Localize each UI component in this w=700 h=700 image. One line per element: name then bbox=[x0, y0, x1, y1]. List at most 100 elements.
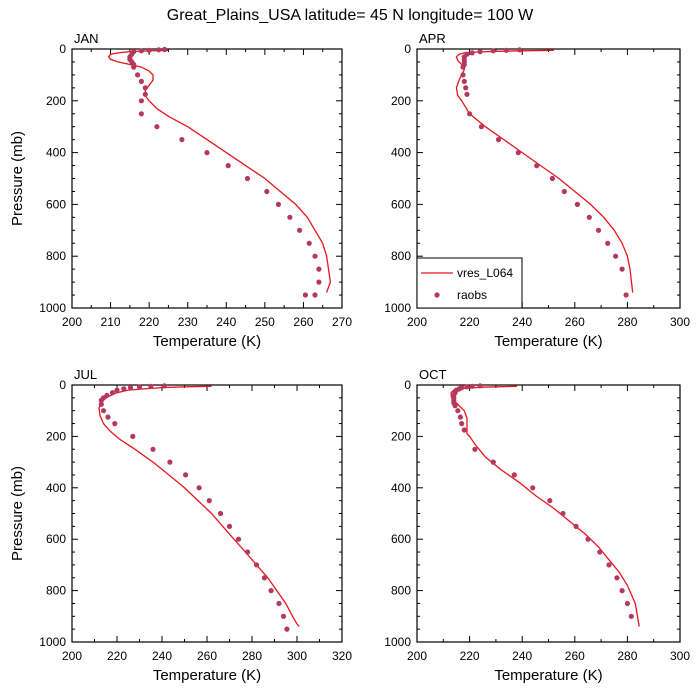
obs-point bbox=[264, 188, 270, 195]
obs-point bbox=[225, 163, 231, 169]
y-tick-label: 200 bbox=[46, 429, 66, 443]
obs-point bbox=[461, 427, 467, 433]
x-tick-label: 300 bbox=[670, 315, 690, 329]
x-axis-label: Temperature (K) bbox=[153, 333, 261, 350]
obs-point bbox=[280, 613, 287, 619]
model-profile-line bbox=[107, 49, 332, 293]
x-tick-label: 220 bbox=[460, 315, 480, 329]
obs-point bbox=[457, 414, 463, 420]
obs-point bbox=[452, 403, 458, 409]
x-tick-label: 260 bbox=[565, 649, 585, 663]
x-tick-label: 200 bbox=[62, 315, 82, 329]
obs-point bbox=[150, 446, 156, 452]
obs-point bbox=[275, 201, 281, 207]
x-tick-label: 230 bbox=[178, 315, 198, 329]
obs-point bbox=[619, 266, 625, 272]
y-tick-label: 200 bbox=[46, 94, 66, 108]
obs-point bbox=[628, 613, 634, 619]
obs-point bbox=[284, 626, 290, 632]
obs-point bbox=[167, 459, 173, 465]
obs-point bbox=[619, 588, 625, 594]
obs-point bbox=[268, 588, 274, 594]
obs-point bbox=[109, 390, 116, 396]
obs-point bbox=[469, 50, 475, 56]
obs-point bbox=[467, 111, 473, 117]
figure-title: Great_Plains_USA latitude= 45 N longitud… bbox=[167, 7, 534, 24]
x-tick-label: 220 bbox=[139, 315, 159, 329]
y-axis-label: Pressure (mb) bbox=[9, 131, 26, 226]
obs-point bbox=[98, 397, 104, 403]
obs-point bbox=[459, 421, 465, 427]
x-tick-label: 200 bbox=[407, 649, 427, 663]
x-tick-label: 240 bbox=[216, 315, 236, 329]
x-tick-label: 280 bbox=[617, 649, 637, 663]
panel-label: JUL bbox=[74, 367, 97, 382]
obs-point bbox=[503, 47, 509, 53]
obs-point bbox=[549, 175, 556, 182]
y-tick-label: 0 bbox=[404, 378, 411, 392]
obs-point bbox=[573, 523, 579, 530]
obs-point bbox=[142, 85, 148, 91]
obs-point bbox=[595, 227, 602, 233]
obs-point bbox=[472, 446, 478, 452]
x-tick-label: 240 bbox=[152, 649, 172, 663]
y-tick-label: 0 bbox=[59, 42, 66, 56]
x-tick-label: 270 bbox=[332, 315, 352, 329]
obs-point bbox=[574, 201, 581, 207]
panels: 200 210 220 230 240 250 260 270 0 200 400 600 800 100… bbox=[9, 31, 690, 684]
panel-label: OCT bbox=[419, 367, 447, 382]
obs-point bbox=[148, 383, 154, 389]
plot-frame bbox=[71, 48, 343, 309]
legend-box bbox=[416, 257, 523, 309]
obs-point bbox=[547, 498, 553, 504]
y-axis-label: Pressure (mb) bbox=[9, 466, 26, 561]
obs-point bbox=[138, 48, 144, 54]
obs-point bbox=[217, 510, 224, 517]
obs-point bbox=[490, 48, 496, 54]
obs-point bbox=[235, 536, 242, 542]
x-tick-label: 260 bbox=[565, 315, 585, 329]
obs-point bbox=[560, 510, 566, 517]
y-tick-label: 1000 bbox=[39, 635, 66, 649]
obs-point bbox=[261, 575, 267, 581]
obs-point bbox=[131, 64, 137, 70]
obs-point bbox=[312, 253, 318, 259]
obs-point bbox=[624, 600, 631, 607]
obs-point bbox=[179, 137, 185, 143]
obs-point bbox=[98, 401, 104, 407]
obs-point bbox=[206, 498, 212, 504]
obs-point bbox=[586, 214, 592, 220]
obs-point bbox=[517, 47, 523, 53]
x-tick-label: 320 bbox=[332, 649, 352, 663]
obs-point bbox=[606, 562, 612, 568]
x-tick-label: 300 bbox=[670, 649, 690, 663]
model-profile-line bbox=[98, 385, 300, 628]
obs-point bbox=[623, 292, 629, 298]
x-tick-label: 250 bbox=[255, 315, 275, 329]
x-tick-label: 200 bbox=[407, 315, 427, 329]
obs-point bbox=[287, 214, 293, 220]
obs-point bbox=[302, 292, 308, 298]
y-tick-label: 0 bbox=[59, 378, 66, 392]
obs-point bbox=[127, 385, 134, 391]
y-tick-label: 400 bbox=[46, 481, 66, 495]
obs-point bbox=[585, 536, 591, 542]
obs-point bbox=[312, 292, 318, 298]
obs-point bbox=[114, 387, 120, 393]
y-tick-label: 800 bbox=[391, 249, 411, 263]
y-tick-label: 1000 bbox=[384, 635, 411, 649]
obs-point bbox=[613, 253, 619, 259]
obs-point bbox=[142, 91, 148, 97]
legend-label-obs: raobs bbox=[457, 288, 487, 302]
legend-label-model: vres_L064 bbox=[457, 266, 513, 280]
panel-jul: 200 220 240 260 280 300 320 0 200 400 600 800 1000 JU… bbox=[9, 367, 352, 684]
x-tick-label: 280 bbox=[242, 649, 262, 663]
x-tick-label: 260 bbox=[197, 649, 217, 663]
obs-point bbox=[253, 562, 260, 568]
y-tick-label: 1000 bbox=[39, 301, 66, 315]
obs-point bbox=[511, 472, 517, 478]
obs-point bbox=[130, 433, 136, 439]
obs-point bbox=[112, 421, 118, 427]
obs-point bbox=[478, 124, 484, 130]
y-tick-label: 800 bbox=[46, 249, 66, 263]
